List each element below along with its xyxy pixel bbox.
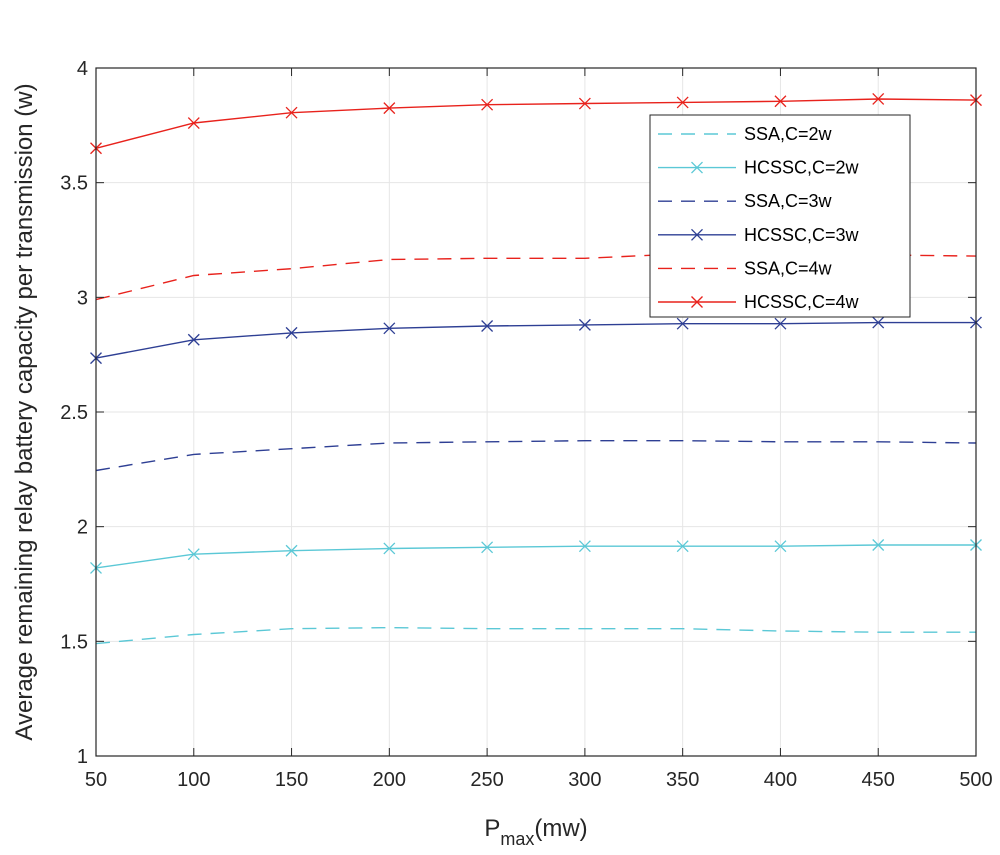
series-3-marker-4-b	[481, 320, 494, 332]
x-tick-label-6: 350	[666, 769, 699, 791]
legend-label-2: SSA,C=3w	[744, 191, 833, 211]
series-0	[95, 626, 976, 645]
series-3-marker-1-b	[187, 333, 200, 346]
series-5	[90, 93, 982, 155]
legend-item-5: HCSSC,C=4w	[658, 292, 860, 312]
series-1-marker-5-b	[578, 540, 591, 553]
series-5-marker-2-b	[285, 106, 298, 119]
x-tick-label-0: 50	[85, 769, 107, 791]
series-1-marker-1-b	[187, 548, 200, 561]
series-line-1	[95, 544, 976, 569]
series-5-marker-6-b	[676, 96, 689, 109]
legend-item-0: SSA,C=2w	[658, 124, 833, 144]
legend-marker-5-b	[691, 296, 703, 308]
legend-label-5: HCSSC,C=4w	[744, 292, 860, 312]
series-5-marker-4-b	[481, 98, 494, 111]
series-1-marker-8-b	[872, 539, 885, 551]
series-5-marker-7-b	[774, 95, 787, 108]
y-tick-label-6: 4	[77, 58, 88, 80]
legend-item-1: HCSSC,C=2w	[658, 158, 860, 178]
series-line-3	[95, 321, 976, 359]
y-tick-label-4: 3	[77, 287, 88, 309]
x-axis-label: Pmax(mw)	[484, 815, 587, 849]
x-tick-label-2: 150	[275, 769, 308, 791]
x-tick-label-1: 100	[177, 769, 210, 791]
legend-label-3: HCSSC,C=3w	[744, 225, 860, 245]
series-1-marker-3-b	[383, 542, 396, 555]
legend-marker-3-b	[691, 228, 703, 241]
series-3-marker-2-b	[285, 326, 298, 339]
series-line-0	[95, 626, 976, 645]
series-3-marker-7-b	[774, 317, 787, 330]
legend-item-2: SSA,C=3w	[658, 191, 833, 211]
legend: SSA,C=2w HCSSC,C=2w SSA,C=3w HCSSC,C=3w SSA,…	[649, 114, 911, 318]
legend-item-3: HCSSC,C=3w	[658, 225, 860, 245]
y-tick-label-3: 2.5	[60, 402, 88, 424]
series-3-marker-8-b	[872, 316, 885, 329]
x-tick-label-4: 250	[470, 769, 503, 791]
series-3-marker-3-b	[383, 322, 396, 335]
series-3-marker-6-b	[676, 317, 689, 330]
y-tick-label-2: 2	[77, 517, 88, 539]
series-line-2	[95, 440, 977, 472]
x-tick-label-3: 200	[373, 769, 406, 791]
series-2	[95, 440, 977, 472]
series-1-marker-2-b	[285, 544, 298, 557]
series-1-marker-7-b	[774, 540, 787, 553]
series-line-5	[95, 98, 977, 149]
legend-marker-1-b	[691, 161, 703, 174]
y-tick-label-5: 3.5	[60, 173, 88, 195]
y-axis-label: Average remaining relay battery capacity…	[11, 83, 38, 740]
legend-box	[649, 114, 911, 318]
legend-label-0: SSA,C=2w	[744, 124, 833, 144]
ticks: 50 100 150 200 250 300 350 400 450 500 1 1.5 2 2.5 3 3.…	[60, 58, 993, 791]
series-5-marker-1-b	[187, 117, 200, 129]
x-tick-label-5: 300	[568, 769, 601, 791]
series-5-marker-3-b	[383, 102, 396, 115]
x-axis-label-suffix: (mw)	[534, 815, 587, 842]
legend-item-4: SSA,C=4w	[658, 258, 833, 278]
series-5-marker-5-b	[578, 97, 591, 110]
x-tick-label-9: 500	[959, 769, 992, 791]
series-1-marker-6-b	[676, 540, 689, 553]
legend-label-4: SSA,C=4w	[744, 258, 833, 278]
series-1-marker-4-b	[481, 541, 494, 554]
x-tick-label-7: 400	[764, 769, 797, 791]
series-1	[90, 539, 982, 574]
x-axis-label-main: P	[484, 815, 500, 842]
legend-label-1: HCSSC,C=2w	[744, 158, 860, 178]
x-axis-label-subscript: max	[500, 829, 534, 849]
y-tick-label-0: 1	[77, 746, 88, 768]
series-5-marker-8-b	[872, 93, 885, 105]
series-3-marker-5-b	[578, 318, 591, 331]
x-tick-label-8: 450	[862, 769, 895, 791]
y-tick-label-1: 1.5	[60, 631, 88, 653]
